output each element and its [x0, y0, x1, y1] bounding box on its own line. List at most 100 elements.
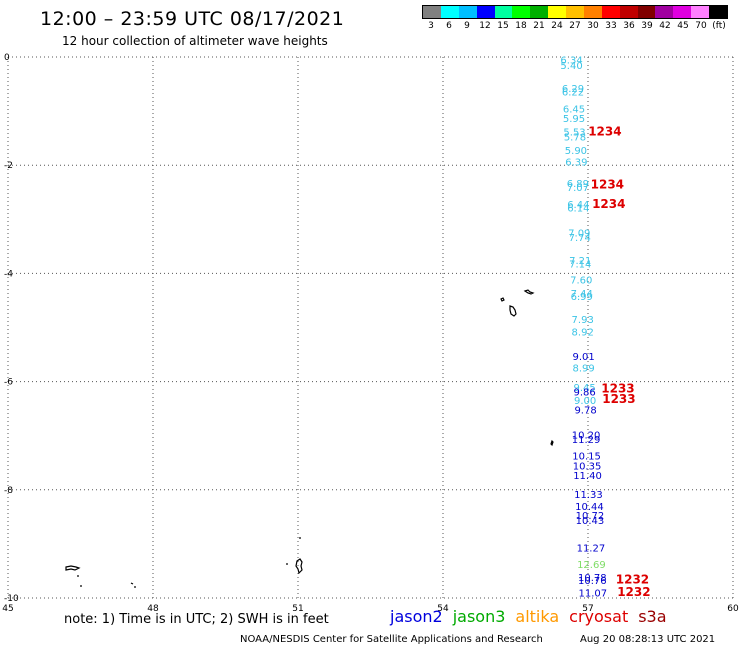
swh-value: 11.07	[579, 589, 608, 600]
swh-value: 5.95	[563, 114, 585, 125]
colorbar-swatch	[512, 6, 531, 18]
lat-tick-label: -4	[4, 269, 13, 279]
swh-value: 11.29	[572, 435, 601, 446]
swh-value: 6.14	[567, 203, 589, 214]
colorbar-swatch	[423, 6, 441, 18]
colorbar-label: 30	[587, 21, 599, 31]
swh-value: 10.35	[573, 461, 602, 472]
colorbar-swatch	[673, 6, 692, 18]
legend-entry: cryosat	[569, 607, 629, 626]
time-label: 1234	[592, 197, 625, 211]
lat-tick-label: -8	[4, 486, 13, 496]
page-subtitle: 12 hour collection of altimeter wave hei…	[62, 34, 328, 48]
lon-tick-label: 48	[147, 604, 159, 614]
colorbar-swatch	[583, 6, 602, 18]
colorbar	[422, 5, 728, 19]
swh-value: 6.22	[562, 88, 584, 99]
swh-value: 10.43	[576, 516, 605, 527]
swh-value: 10.72	[576, 511, 605, 522]
swh-value: 8.99	[573, 364, 595, 375]
swh-value: 10.78	[578, 573, 607, 584]
colorbar-label: 24	[551, 21, 563, 31]
units-note: note: 1) Time is in UTC; 2) SWH is in fe…	[64, 612, 329, 627]
island-outline	[500, 297, 505, 302]
legend-entry: jason3	[452, 607, 506, 626]
swh-value: 5.90	[565, 146, 587, 157]
swh-value: 9.01	[573, 352, 595, 363]
colorbar-swatch	[530, 6, 549, 18]
time-label: 1232	[617, 585, 650, 599]
time-label: 1234	[588, 125, 621, 139]
swh-value: 10.76	[578, 576, 607, 587]
island-outline	[65, 565, 81, 571]
swh-value: 7.07	[567, 183, 589, 194]
colorbar-label: (ft)	[712, 21, 726, 31]
swh-points: 6.345.40 6.296.22 6.455.95 5.535.78 5.906.39…	[560, 56, 607, 600]
legend-entry: altika	[515, 607, 560, 626]
swh-value: 7.21	[569, 256, 591, 267]
swh-value: 11.33	[574, 490, 603, 501]
satellite-legend: jason2 jason3 altika cryosat s3a	[390, 607, 677, 626]
swh-value: 10.44	[575, 502, 604, 513]
colorbar-label: 21	[533, 21, 545, 31]
swh-value: 9.78	[574, 406, 596, 417]
colorbar-swatch	[458, 6, 477, 18]
colorbar-label: 15	[497, 21, 509, 31]
legend-entry: jason2	[390, 607, 443, 626]
lon-tick-label: 45	[2, 604, 13, 614]
swh-value: 6.99	[571, 292, 593, 303]
axis-ticks: 45 48 51 54 57 60 0 -2 -4 -6 -8 -10	[2, 53, 739, 614]
swh-value: 7.09	[568, 228, 590, 239]
swh-value: 6.45	[563, 104, 585, 115]
colorbar-swatch	[691, 6, 709, 18]
colorbar-label: 70	[695, 21, 707, 31]
timestamp-text: Aug 20 08:28:13 UTC 2021	[580, 634, 716, 645]
swh-value: 5.40	[560, 61, 582, 72]
swh-value: 6.89	[567, 179, 589, 190]
colorbar-swatch	[709, 6, 727, 18]
colorbar-swatch	[548, 6, 566, 18]
swh-value: 6.34	[560, 56, 582, 67]
time-label: 1233	[602, 392, 635, 406]
colorbar-swatch	[655, 6, 674, 18]
swh-value: 11.40	[573, 471, 602, 482]
island-outline	[295, 558, 303, 575]
swh-value: 10.20	[572, 431, 601, 442]
colorbar-swatch	[601, 6, 620, 18]
swh-value: 9.45	[573, 383, 595, 394]
swh-value: 6.29	[562, 84, 584, 95]
colorbar-label: 18	[515, 21, 527, 31]
island-outline	[509, 305, 517, 317]
lat-tick-label: 0	[4, 53, 10, 63]
swh-value: 6.39	[565, 157, 587, 168]
map-grid	[7, 56, 734, 599]
swh-value: 9.00	[574, 396, 596, 407]
colorbar-labels: 3 6 9 12 15 18 21 24 27 30 33 36 39 42 45 70 (ft)	[422, 21, 728, 35]
swh-value: 9.86	[573, 387, 595, 398]
time-label: 1233	[601, 382, 634, 396]
swh-value: 7.60	[570, 275, 592, 286]
colorbar-label: 6	[446, 21, 452, 31]
colorbar-swatch	[619, 6, 638, 18]
swh-value: 7.44	[571, 289, 593, 300]
colorbar-label: 39	[641, 21, 653, 31]
swh-value: 5.53	[563, 128, 585, 139]
colorbar-label: 42	[659, 21, 671, 31]
island-outline	[130, 582, 134, 585]
lat-tick-label: -2	[4, 161, 13, 171]
colorbar-label: 45	[677, 21, 689, 31]
coastline	[65, 289, 554, 588]
island-outline	[523, 289, 535, 295]
swh-value: 12.69	[577, 560, 606, 571]
lat-tick-label: -6	[4, 378, 13, 388]
lat-tick-label: -10	[4, 594, 19, 604]
colorbar-label: 36	[623, 21, 635, 31]
legend-entry: s3a	[638, 607, 667, 626]
colorbar-swatch	[637, 6, 656, 18]
swh-value: 11.27	[577, 544, 606, 555]
colorbar-label: 3	[428, 21, 434, 31]
colorbar-label: 27	[569, 21, 581, 31]
colorbar-swatch	[476, 6, 495, 18]
